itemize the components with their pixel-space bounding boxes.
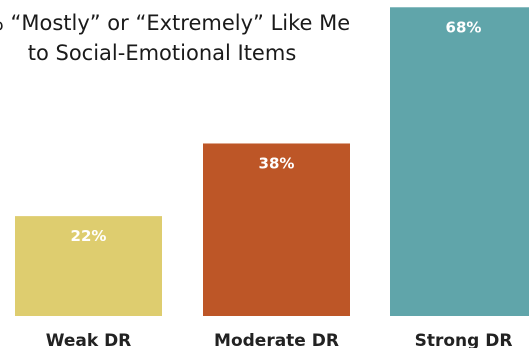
bar-weak-dr	[15, 216, 162, 316]
category-labels-group: Weak DR Moderate DR Strong DR	[46, 331, 513, 348]
value-label-moderate-dr: 38%	[259, 154, 295, 172]
bars-group	[15, 7, 529, 317]
value-labels-group: 22% 38% 68%	[71, 18, 482, 245]
bar-strong-dr	[390, 7, 529, 317]
category-label-weak-dr: Weak DR	[46, 331, 132, 348]
value-label-weak-dr: 22%	[71, 227, 107, 245]
value-label-strong-dr: 68%	[446, 18, 482, 36]
chart-title-line-2: to Social-Emotional Items	[28, 41, 297, 65]
category-label-moderate-dr: Moderate DR	[214, 331, 339, 348]
category-label-strong-dr: Strong DR	[415, 331, 513, 348]
chart-title: % “Mostly” or “Extremely” Like Me to Soc…	[0, 11, 350, 65]
chart-title-line-1: % “Mostly” or “Extremely” Like Me	[0, 11, 350, 35]
bar-moderate-dr	[203, 143, 350, 316]
